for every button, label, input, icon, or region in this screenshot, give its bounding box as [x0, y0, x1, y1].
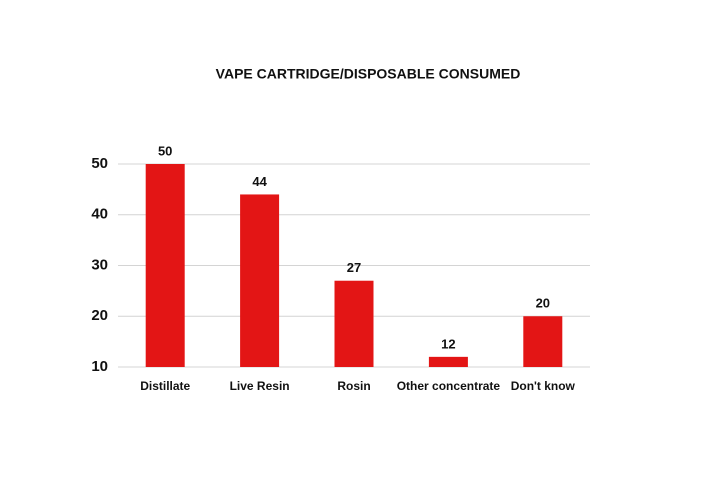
x-tick-label: Don't know [511, 379, 576, 393]
bar [523, 316, 563, 367]
y-tick-label: 20 [91, 307, 108, 324]
y-tick-label: 30 [91, 256, 108, 273]
bar [428, 356, 468, 367]
y-tick-label: 10 [91, 358, 108, 375]
y-tick-label: 40 [91, 206, 108, 223]
y-tick-label: 50 [91, 155, 108, 172]
x-tick-label: Live Resin [230, 379, 290, 393]
data-label: 20 [536, 296, 550, 311]
data-label: 27 [347, 260, 361, 275]
data-label: 12 [441, 336, 455, 351]
x-tick-label: Distillate [140, 379, 190, 393]
bar [334, 280, 374, 367]
bar [145, 164, 185, 367]
data-label: 50 [158, 143, 172, 158]
data-label: 44 [252, 174, 267, 189]
chart-title: VAPE CARTRIDGE/DISPOSABLE CONSUMED [216, 66, 521, 82]
x-tick-label: Other concentrate [397, 379, 501, 393]
bar [240, 194, 280, 367]
x-tick-label: Rosin [337, 379, 370, 393]
